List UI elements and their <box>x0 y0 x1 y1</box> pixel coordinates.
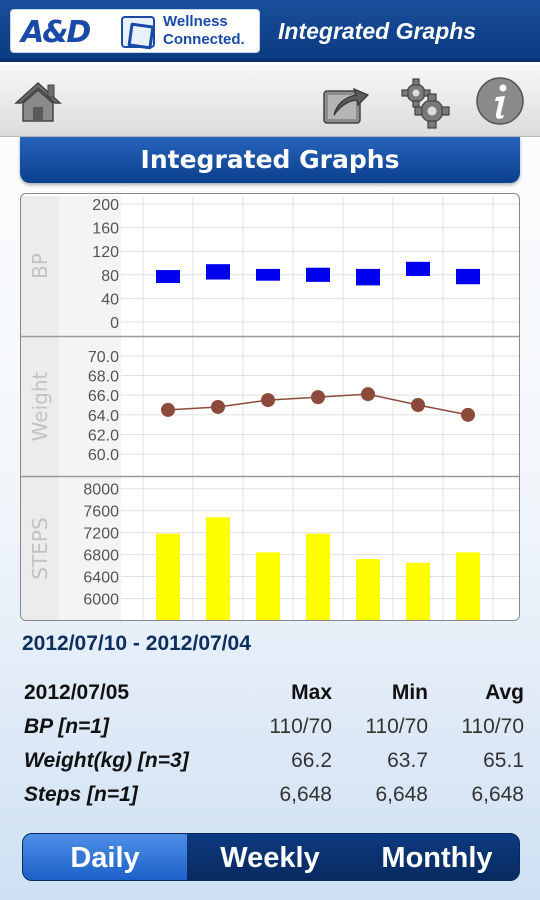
steps-bar <box>356 558 380 620</box>
stats-avg: 6,648 <box>471 783 524 806</box>
settings-button[interactable] <box>396 73 452 129</box>
stats-header-row: 2012/07/05 Max Min Avg <box>24 676 524 710</box>
tab-monthly[interactable]: Monthly <box>381 842 493 874</box>
tab-weekly[interactable]: Weekly <box>220 842 320 874</box>
y-tick-label: 80 <box>101 268 119 285</box>
weight-point <box>211 399 225 414</box>
tab-daily[interactable]: Daily <box>23 834 187 880</box>
tick-column-bg <box>59 477 121 620</box>
bp-box <box>206 264 230 280</box>
steps-bar <box>406 562 430 620</box>
y-axis-label: STEPS <box>28 517 52 579</box>
date-range: 2012/07/10 - 2012/07/04 <box>22 632 251 655</box>
brand-name: Wellness Connected. <box>163 13 245 48</box>
header-title: Integrated Graphs <box>278 18 477 44</box>
stats-min: 6,648 <box>375 783 428 806</box>
share-icon <box>323 87 370 124</box>
y-tick-label: 66.0 <box>88 388 119 405</box>
y-tick-label: 40 <box>101 291 119 308</box>
stats-row-label: Steps [n=1] <box>24 783 138 806</box>
bp-box <box>306 267 330 282</box>
y-tick-label: 7200 <box>83 526 119 543</box>
bp-box <box>406 261 430 276</box>
bp-box <box>356 268 380 286</box>
bp-box <box>156 270 180 284</box>
app-header: A&D Wellness Connected. Integrated Graph… <box>0 0 540 62</box>
y-tick-label: 68.0 <box>88 369 119 386</box>
y-tick-label: 7600 <box>83 504 119 521</box>
stats-table: 2012/07/05 Max Min Avg BP [n=1] 110/70 1… <box>24 676 524 812</box>
stats-avg: 65.1 <box>483 749 524 772</box>
wellness-logo-icon <box>121 16 155 48</box>
steps-bar <box>156 533 180 620</box>
steps-bar <box>206 517 230 620</box>
bp-box <box>256 268 280 281</box>
weight-point <box>311 390 325 405</box>
stats-min: 63.7 <box>387 749 428 772</box>
y-tick-label: 160 <box>92 221 119 238</box>
steps-bar <box>256 552 280 620</box>
y-tick-label: 8000 <box>83 482 119 499</box>
weight-point <box>361 387 375 402</box>
brand-and-logo: A&D <box>21 15 91 50</box>
brand-logo: A&D Wellness Connected. <box>10 9 260 53</box>
stats-avg: 110/70 <box>461 715 524 738</box>
stats-header-min: Min <box>391 681 428 704</box>
stats-row-bp: BP [n=1] 110/70 110/70 110/70 <box>24 710 524 744</box>
stats-row-label: Weight(kg) [n=3] <box>24 749 189 772</box>
info-icon <box>476 77 524 125</box>
y-tick-label: 6400 <box>83 570 119 587</box>
steps-bar <box>306 533 330 620</box>
axis-label-bg <box>21 337 59 476</box>
y-tick-label: 64.0 <box>88 408 119 425</box>
y-axis-label: BP <box>28 253 52 279</box>
axis-label-bg <box>21 477 59 620</box>
integrated-graph-svg: BP 200 160 120 80 40 0 Weight 70.0 68.0 66.0 64.0 62… <box>21 196 519 620</box>
y-tick-label: 200 <box>92 197 119 214</box>
y-tick-label: 70.0 <box>88 349 119 366</box>
stats-max: 66.2 <box>291 749 332 772</box>
page-title: Integrated Graphs <box>20 137 520 183</box>
stats-date: 2012/07/05 <box>24 681 130 704</box>
weight-point <box>161 402 175 417</box>
toolbar <box>0 65 540 137</box>
tick-column-bg <box>59 337 121 476</box>
y-tick-label: 6000 <box>83 592 119 609</box>
tick-column-bg <box>59 196 121 336</box>
weight-point <box>461 407 475 422</box>
weight-point <box>411 398 425 412</box>
y-tick-label: 120 <box>92 244 119 261</box>
home-button[interactable] <box>10 73 66 129</box>
y-axis-label: Weight <box>28 372 52 442</box>
bp-box <box>456 268 480 285</box>
y-tick-label: 62.0 <box>88 428 119 445</box>
integrated-graph: BP 200 160 120 80 40 0 Weight 70.0 68.0 66.0 64.0 62… <box>20 193 520 621</box>
period-tabs: Daily Weekly Monthly <box>22 833 520 881</box>
stats-row-label: BP [n=1] <box>24 715 109 738</box>
share-button[interactable] <box>318 73 374 129</box>
stats-max: 110/70 <box>269 715 332 738</box>
stats-header-avg: Avg <box>485 681 524 704</box>
y-tick-label: 0 <box>110 315 119 332</box>
stats-max: 6,648 <box>279 783 332 806</box>
steps-bar <box>456 552 480 620</box>
stats-row-weight: Weight(kg) [n=3] 66.2 63.7 65.1 <box>24 744 524 778</box>
info-button[interactable] <box>472 73 528 129</box>
axis-label-bg <box>21 196 59 336</box>
home-icon <box>14 81 62 122</box>
y-tick-label: 60.0 <box>88 447 119 464</box>
weight-point <box>261 393 275 408</box>
gear-icon <box>401 78 450 129</box>
stats-min: 110/70 <box>365 715 428 738</box>
stats-row-steps: Steps [n=1] 6,648 6,648 6,648 <box>24 778 524 812</box>
stats-header-max: Max <box>291 681 332 704</box>
y-tick-label: 6800 <box>83 548 119 565</box>
